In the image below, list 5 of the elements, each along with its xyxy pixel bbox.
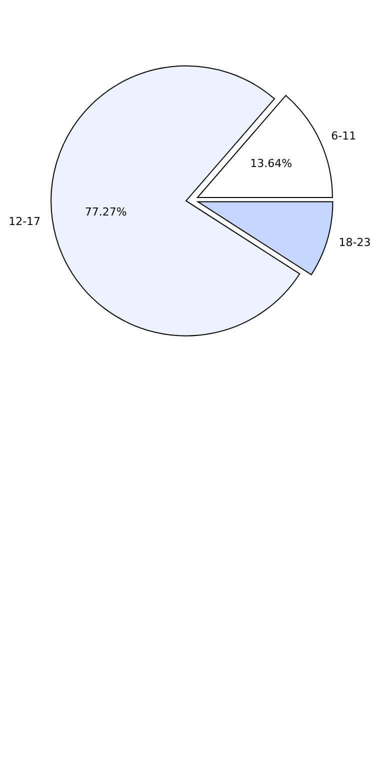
- slice-label: 18-23: [338, 236, 371, 250]
- data-label: 13.64%: [250, 156, 292, 170]
- slice-label: 6-11: [331, 129, 356, 142]
- data-label: 77.27%: [84, 205, 127, 218]
- slice-label: 12-17: [8, 214, 41, 228]
